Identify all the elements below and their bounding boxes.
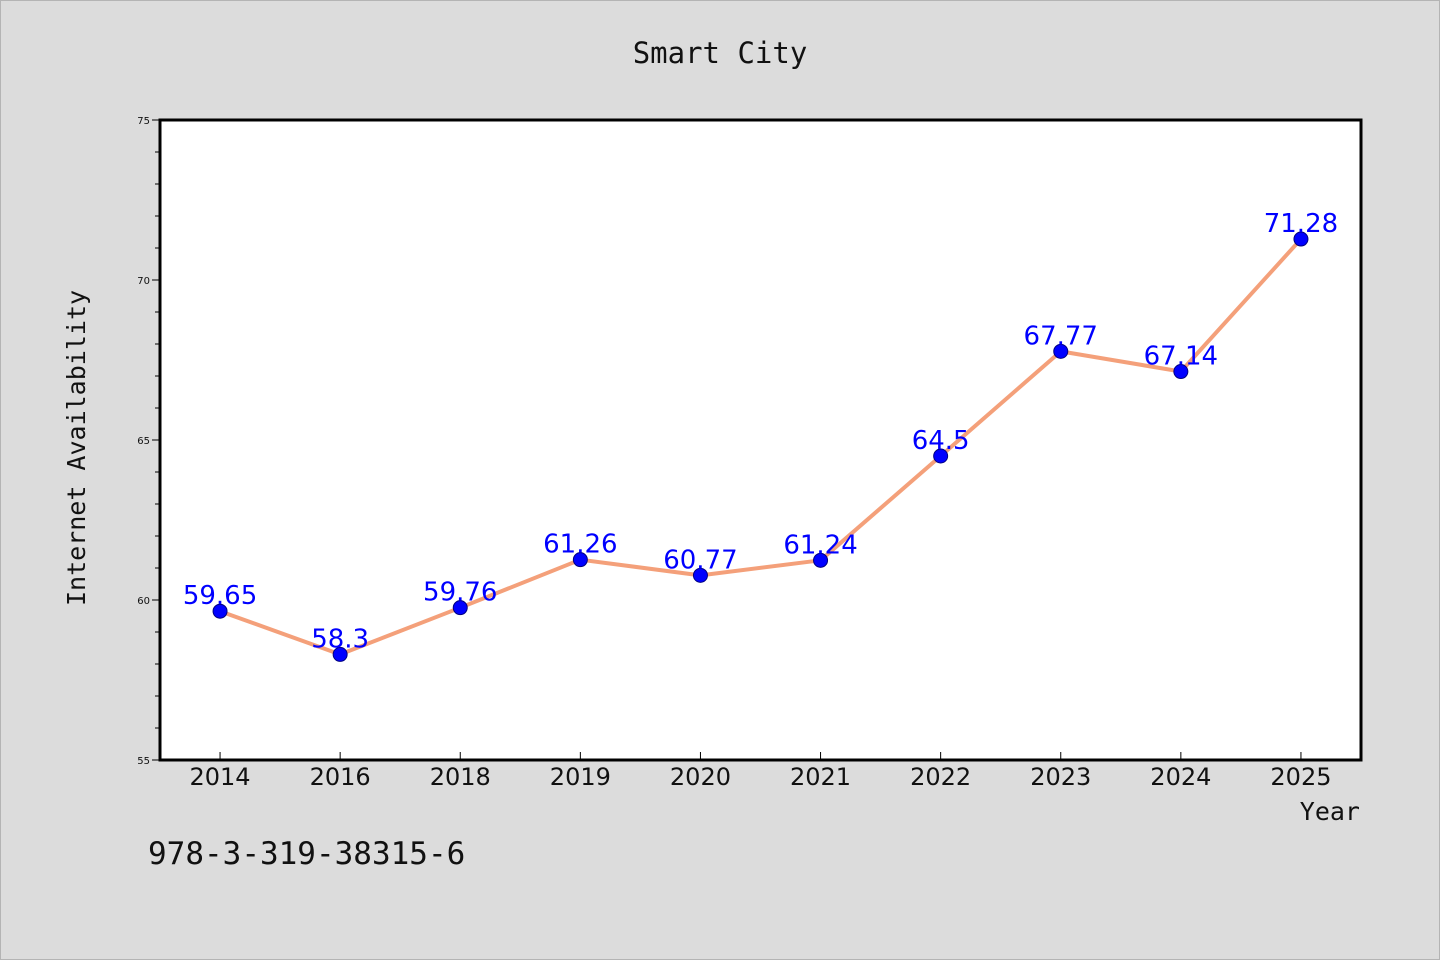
data-label: 60.77 xyxy=(663,545,737,575)
data-point xyxy=(332,646,348,662)
x-tick-label: 2024 xyxy=(1150,763,1211,791)
data-label: 64.5 xyxy=(912,426,970,456)
data-label: 61.26 xyxy=(543,530,617,560)
y-axis-ticks: 55 60 65 70 75 xyxy=(137,116,160,767)
series-line xyxy=(218,237,1303,657)
isbn-text: 978-3-319-38315-6 xyxy=(148,836,465,872)
data-label: 67.77 xyxy=(1024,321,1098,351)
data-point xyxy=(1053,343,1069,359)
data-label: 61.24 xyxy=(783,530,857,560)
data-point xyxy=(813,552,829,568)
data-point xyxy=(933,448,949,464)
data-label: 59.65 xyxy=(183,581,257,611)
y-tick-label: 60 xyxy=(137,596,150,607)
data-label: 71.28 xyxy=(1264,209,1338,239)
x-tick-label: 2022 xyxy=(910,763,971,791)
data-label: 59.76 xyxy=(423,578,497,608)
x-tick-label: 2016 xyxy=(310,763,371,791)
data-label: 58.3 xyxy=(311,624,369,654)
x-tick-label: 2018 xyxy=(430,763,491,791)
data-label: 67.14 xyxy=(1144,342,1218,372)
x-tick-label: 2020 xyxy=(670,763,731,791)
data-point xyxy=(452,600,468,616)
x-tick-label: 2023 xyxy=(1030,763,1091,791)
x-tick-label: 2019 xyxy=(550,763,611,791)
data-markers xyxy=(212,231,1309,662)
x-axis-ticks: 2014 2016 2018 2019 2020 2021 2022 2023 2024 2025 xyxy=(190,752,1331,791)
y-axis-label: Internet Availability xyxy=(62,290,91,606)
data-labels: 59.65 58.3 59.76 61.26 60.77 61.24 64.5 67.77 67… xyxy=(183,209,1338,654)
data-point xyxy=(212,603,228,619)
plot-border xyxy=(158,118,1363,762)
x-axis-label: Year xyxy=(1300,797,1360,826)
x-tick-label: 2021 xyxy=(790,763,851,791)
y-tick-label: 75 xyxy=(137,116,150,127)
x-tick-label: 2014 xyxy=(190,763,251,791)
chart-title: Smart City xyxy=(633,36,808,70)
data-point xyxy=(572,552,588,568)
y-tick-label: 70 xyxy=(137,276,150,287)
x-tick-label: 2025 xyxy=(1270,763,1331,791)
plot-area xyxy=(160,120,1361,760)
data-point xyxy=(692,567,708,583)
y-tick-label: 55 xyxy=(137,756,150,767)
y-tick-label: 65 xyxy=(137,436,150,447)
data-point xyxy=(1173,364,1189,380)
series-line-group xyxy=(218,237,1303,657)
data-point xyxy=(1293,231,1309,247)
